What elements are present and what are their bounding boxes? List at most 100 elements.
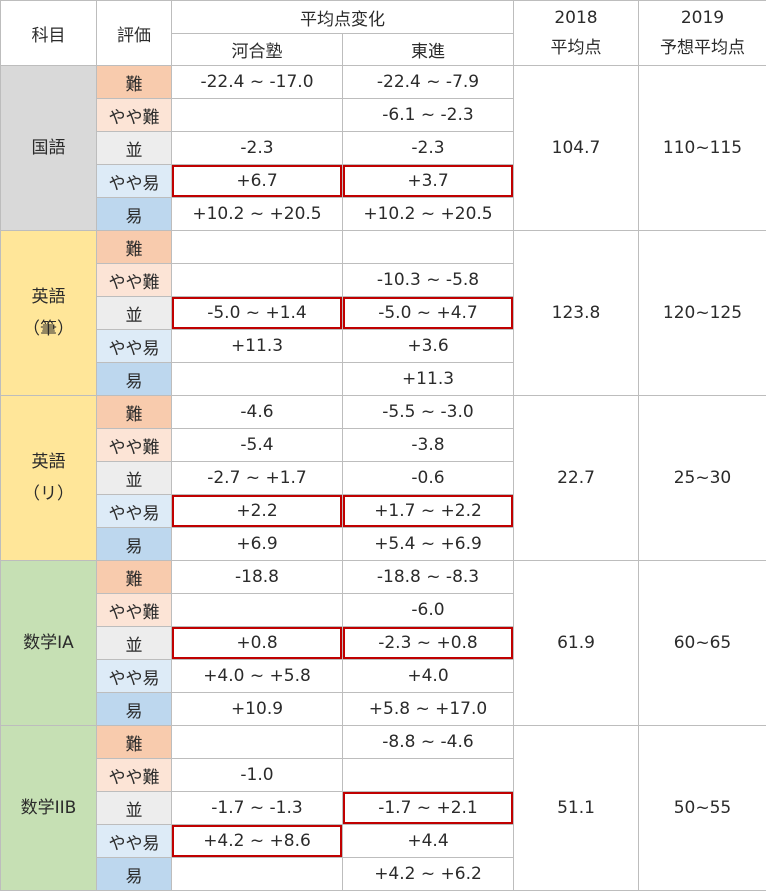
evaluation-cell: 並	[97, 132, 172, 165]
kawai-value: -4.6	[172, 396, 343, 429]
evaluation-cell: やや易	[97, 495, 172, 528]
evaluation-cell: やや難	[97, 594, 172, 627]
kawai-value: -1.0	[172, 759, 343, 792]
toshin-value: -5.5 ~ -3.0	[343, 396, 514, 429]
evaluation-cell: 難	[97, 561, 172, 594]
subject-label: （リ）	[23, 484, 74, 504]
toshin-value: -1.7 ~ +2.1	[343, 792, 514, 825]
evaluation-cell: 易	[97, 363, 172, 396]
kawai-value: -2.7 ~ +1.7	[172, 462, 343, 495]
subject-cell: 英語 （リ）	[1, 396, 97, 561]
toshin-value: +1.7 ~ +2.2	[343, 495, 514, 528]
header-toshin: 東進	[343, 34, 514, 66]
header-2018-year: 2018	[554, 8, 597, 28]
toshin-value: +4.0	[343, 660, 514, 693]
header-kawai: 河合塾	[172, 34, 343, 66]
kawai-value	[172, 594, 343, 627]
kawai-value: +4.2 ~ +8.6	[172, 825, 343, 858]
header-2018-label: 平均点	[551, 38, 602, 58]
evaluation-cell: やや易	[97, 660, 172, 693]
header-evaluation: 評価	[97, 1, 172, 66]
evaluation-cell: 難	[97, 66, 172, 99]
pred-2019-value: 110~115	[639, 66, 766, 231]
kawai-value: -1.7 ~ -1.3	[172, 792, 343, 825]
evaluation-cell: やや易	[97, 825, 172, 858]
header-2019-label: 予想平均点	[660, 38, 745, 58]
evaluation-cell: 難	[97, 396, 172, 429]
header-subject: 科目	[1, 1, 97, 66]
subject-label: （筆）	[23, 319, 74, 339]
avg-2018-value: 123.8	[514, 231, 639, 396]
subject-label: 英語	[32, 452, 66, 472]
pred-2019-value: 50~55	[639, 726, 766, 891]
toshin-value: -8.8 ~ -4.6	[343, 726, 514, 759]
kawai-value: +6.7	[172, 165, 343, 198]
toshin-value	[343, 759, 514, 792]
toshin-value: -5.0 ~ +4.7	[343, 297, 514, 330]
evaluation-cell: 並	[97, 297, 172, 330]
toshin-value: +3.7	[343, 165, 514, 198]
subject-cell: 英語 （筆）	[1, 231, 97, 396]
kawai-value: +0.8	[172, 627, 343, 660]
evaluation-cell: やや難	[97, 759, 172, 792]
toshin-value	[343, 231, 514, 264]
header-2019-year: 2019	[681, 8, 724, 28]
avg-2018-value: 61.9	[514, 561, 639, 726]
kawai-value: -2.3	[172, 132, 343, 165]
evaluation-cell: 易	[97, 198, 172, 231]
toshin-value: -2.3 ~ +0.8	[343, 627, 514, 660]
toshin-value: -2.3	[343, 132, 514, 165]
toshin-value: -6.1 ~ -2.3	[343, 99, 514, 132]
kawai-value	[172, 726, 343, 759]
evaluation-cell: やや難	[97, 429, 172, 462]
header-2018-average: 2018 平均点	[514, 1, 639, 66]
kawai-value	[172, 264, 343, 297]
evaluation-cell: やや難	[97, 99, 172, 132]
subject-cell: 国語	[1, 66, 97, 231]
evaluation-cell: やや難	[97, 264, 172, 297]
toshin-value: +10.2 ~ +20.5	[343, 198, 514, 231]
subject-label: 英語	[32, 287, 66, 307]
kawai-value: -5.4	[172, 429, 343, 462]
pred-2019-value: 120~125	[639, 231, 766, 396]
toshin-value: -0.6	[343, 462, 514, 495]
kawai-value	[172, 99, 343, 132]
kawai-value: -18.8	[172, 561, 343, 594]
kawai-value: +10.2 ~ +20.5	[172, 198, 343, 231]
avg-2018-value: 22.7	[514, 396, 639, 561]
toshin-value: +3.6	[343, 330, 514, 363]
kawai-value	[172, 231, 343, 264]
kawai-value: -5.0 ~ +1.4	[172, 297, 343, 330]
kawai-value: +10.9	[172, 693, 343, 726]
pred-2019-value: 25~30	[639, 396, 766, 561]
toshin-value: -6.0	[343, 594, 514, 627]
kawai-value: -22.4 ~ -17.0	[172, 66, 343, 99]
avg-2018-value: 51.1	[514, 726, 639, 891]
toshin-value: +11.3	[343, 363, 514, 396]
kawai-value: +11.3	[172, 330, 343, 363]
subject-cell: 数学IA	[1, 561, 97, 726]
toshin-value: -10.3 ~ -5.8	[343, 264, 514, 297]
kawai-value: +6.9	[172, 528, 343, 561]
kawai-value: +2.2	[172, 495, 343, 528]
kawai-value	[172, 363, 343, 396]
pred-2019-value: 60~65	[639, 561, 766, 726]
toshin-value: +5.8 ~ +17.0	[343, 693, 514, 726]
evaluation-cell: 並	[97, 627, 172, 660]
toshin-value: +4.4	[343, 825, 514, 858]
avg-2018-value: 104.7	[514, 66, 639, 231]
evaluation-cell: やや易	[97, 165, 172, 198]
toshin-value: -18.8 ~ -8.3	[343, 561, 514, 594]
evaluation-cell: 易	[97, 528, 172, 561]
toshin-value: +5.4 ~ +6.9	[343, 528, 514, 561]
subject-label: 数学IA	[23, 633, 74, 653]
evaluation-cell: やや易	[97, 330, 172, 363]
subject-cell: 数学IIB	[1, 726, 97, 891]
toshin-value: -3.8	[343, 429, 514, 462]
evaluation-cell: 易	[97, 693, 172, 726]
